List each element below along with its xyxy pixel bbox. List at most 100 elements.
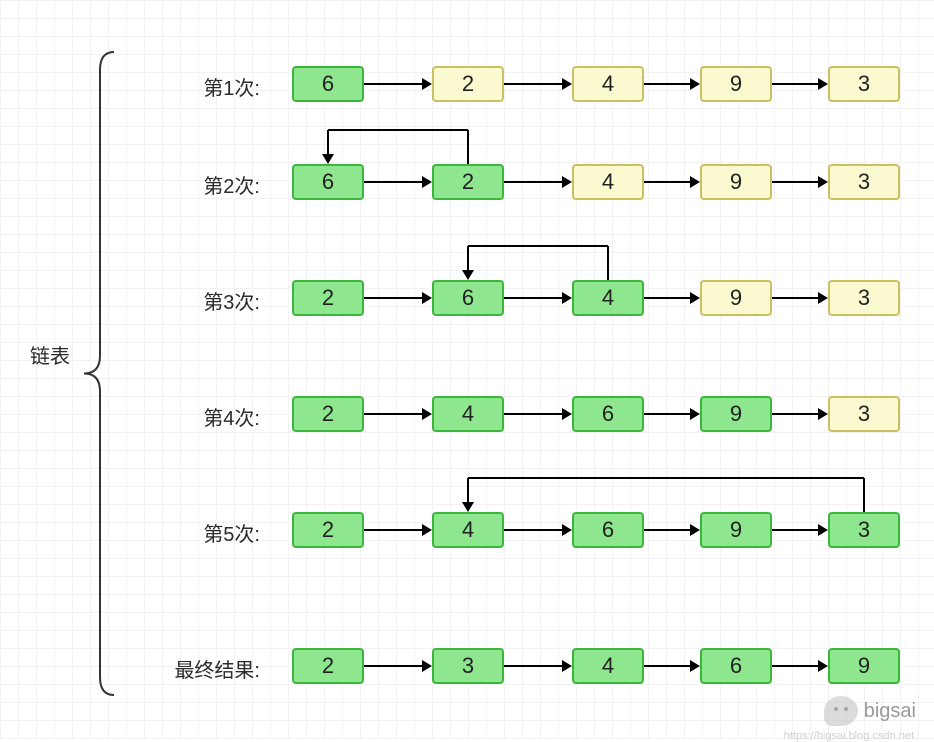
arrow-line (468, 245, 608, 247)
arrow-line (644, 665, 692, 667)
arrow-line (504, 181, 564, 183)
list-node: 9 (828, 648, 900, 684)
brace-icon (70, 42, 130, 705)
arrow-line (364, 83, 424, 85)
row-label: 第3次: (140, 286, 260, 315)
row-label: 第5次: (140, 518, 260, 547)
arrow-head-icon (322, 154, 334, 164)
arrow-head-icon (690, 292, 700, 304)
arrow-head-icon (690, 660, 700, 672)
arrow-line (863, 478, 865, 512)
arrow-line (772, 83, 820, 85)
list-node: 2 (432, 66, 504, 102)
list-node: 9 (700, 280, 772, 316)
list-node: 3 (828, 396, 900, 432)
row-label: 第2次: (140, 170, 260, 199)
list-node: 4 (432, 396, 504, 432)
list-node: 4 (572, 280, 644, 316)
list-node: 9 (700, 164, 772, 200)
arrow-line (467, 130, 469, 164)
diagram-title: 链表 (30, 340, 70, 369)
arrow-head-icon (562, 408, 572, 420)
arrow-head-icon (422, 78, 432, 90)
arrow-head-icon (422, 524, 432, 536)
arrow-head-icon (562, 660, 572, 672)
watermark-handle: bigsai (864, 700, 916, 723)
arrow-head-icon (422, 176, 432, 188)
arrow-line (467, 246, 469, 272)
arrow-line (644, 181, 692, 183)
arrow-head-icon (818, 408, 828, 420)
row-label: 最终结果: (140, 654, 260, 683)
arrow-line (364, 297, 424, 299)
arrow-line (504, 83, 564, 85)
arrow-head-icon (690, 408, 700, 420)
list-node: 3 (432, 648, 504, 684)
arrow-line (504, 529, 564, 531)
arrow-head-icon (818, 660, 828, 672)
row-label: 第1次: (140, 72, 260, 101)
diagram-canvas: 链表 第1次: 6 2 4 9 3 第2次: 6 2 4 9 3 第3次: 2 6 4 9 3 第4次: 2 4 6 9 3 第5… (0, 0, 934, 740)
list-node: 2 (432, 164, 504, 200)
arrow-head-icon (562, 292, 572, 304)
list-node: 4 (572, 164, 644, 200)
arrow-line (364, 181, 424, 183)
list-node: 9 (700, 396, 772, 432)
arrow-line (328, 129, 468, 131)
list-node: 3 (828, 280, 900, 316)
arrow-line (607, 246, 609, 280)
list-node: 3 (828, 66, 900, 102)
arrow-head-icon (462, 502, 474, 512)
arrow-head-icon (818, 292, 828, 304)
arrow-head-icon (818, 78, 828, 90)
list-node: 6 (572, 396, 644, 432)
arrow-line (772, 529, 820, 531)
list-node: 4 (432, 512, 504, 548)
list-node: 4 (572, 66, 644, 102)
arrow-line (504, 413, 564, 415)
arrow-line (772, 297, 820, 299)
watermark: bigsai (824, 696, 916, 726)
arrow-head-icon (422, 292, 432, 304)
arrow-line (644, 529, 692, 531)
list-node: 4 (572, 648, 644, 684)
list-node: 6 (572, 512, 644, 548)
arrow-line (644, 297, 692, 299)
list-node: 6 (700, 648, 772, 684)
arrow-line (504, 297, 564, 299)
arrow-head-icon (690, 176, 700, 188)
arrow-line (772, 413, 820, 415)
arrow-head-icon (422, 408, 432, 420)
arrow-head-icon (690, 78, 700, 90)
list-node: 9 (700, 66, 772, 102)
list-node: 2 (292, 396, 364, 432)
arrow-line (468, 477, 864, 479)
arrow-line (504, 665, 564, 667)
arrow-line (467, 478, 469, 504)
arrow-line (644, 413, 692, 415)
arrow-head-icon (818, 176, 828, 188)
wechat-icon (824, 696, 858, 726)
arrow-line (772, 181, 820, 183)
arrow-head-icon (562, 176, 572, 188)
arrow-head-icon (562, 524, 572, 536)
list-node: 2 (292, 280, 364, 316)
arrow-line (364, 413, 424, 415)
list-node: 6 (292, 66, 364, 102)
arrow-head-icon (690, 524, 700, 536)
arrow-line (364, 529, 424, 531)
watermark-url: https://bigsai.blog.csdn.net (784, 730, 914, 742)
list-node: 9 (700, 512, 772, 548)
arrow-line (327, 130, 329, 156)
arrow-head-icon (462, 270, 474, 280)
list-node: 3 (828, 512, 900, 548)
arrow-head-icon (562, 78, 572, 90)
list-node: 3 (828, 164, 900, 200)
arrow-line (772, 665, 820, 667)
arrow-head-icon (422, 660, 432, 672)
row-label: 第4次: (140, 402, 260, 431)
list-node: 6 (432, 280, 504, 316)
arrow-line (364, 665, 424, 667)
list-node: 2 (292, 512, 364, 548)
list-node: 6 (292, 164, 364, 200)
